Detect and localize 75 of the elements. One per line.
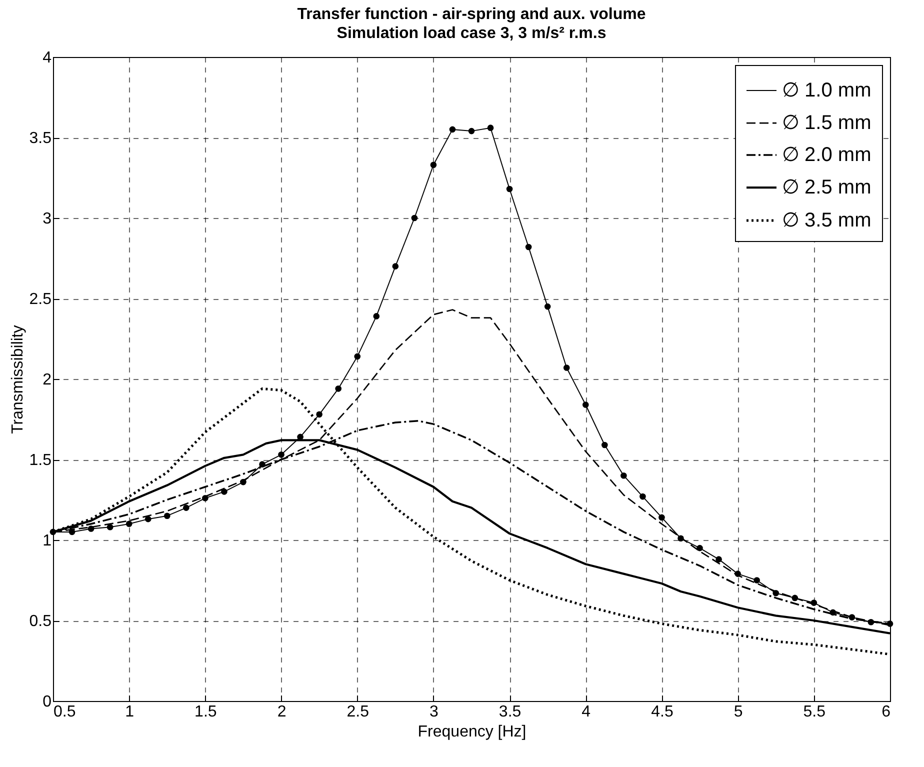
legend-label: ∅ 2.5 mm xyxy=(782,176,872,198)
point xyxy=(734,570,741,577)
x-tick-label: 1 xyxy=(125,704,134,720)
point xyxy=(392,263,399,270)
point xyxy=(810,600,818,606)
point xyxy=(640,493,646,500)
y-tick-label: 0 xyxy=(42,694,52,710)
y-tick-label: 0.5 xyxy=(29,613,52,630)
point xyxy=(678,535,684,542)
point xyxy=(772,590,780,596)
point xyxy=(221,488,228,495)
point xyxy=(411,214,418,222)
point xyxy=(792,594,798,602)
point xyxy=(202,494,208,502)
x-tick-label: 1.5 xyxy=(194,704,217,720)
x-tick-label: 0.5 xyxy=(54,704,76,720)
y-tick-label: 2.5 xyxy=(29,291,52,308)
point xyxy=(259,461,266,468)
point xyxy=(240,478,246,486)
legend-label: ∅ 2.0 mm xyxy=(782,144,872,166)
y-tick-label: 3.5 xyxy=(29,130,52,147)
y-tick-label: 3 xyxy=(42,210,52,228)
chart-subtitle: Simulation load case 3, 3 m/s² r.m.s xyxy=(336,25,606,42)
point xyxy=(601,442,608,448)
chart-title: Transfer function - air-spring and aux. volume xyxy=(297,6,646,23)
y-tick-label: 4 xyxy=(42,50,52,66)
point xyxy=(696,544,703,552)
point xyxy=(620,472,627,479)
point xyxy=(88,526,94,532)
point xyxy=(182,504,190,511)
x-tick-label: 4.5 xyxy=(651,704,674,720)
point xyxy=(582,402,589,408)
x-tick-label: 6 xyxy=(882,704,891,720)
point xyxy=(297,434,304,440)
point xyxy=(373,313,380,320)
point xyxy=(126,520,132,528)
y-axis-title: Transmissibility xyxy=(9,325,26,434)
point xyxy=(868,618,874,626)
x-axis-title: Frequency [Hz] xyxy=(418,724,526,740)
point xyxy=(716,556,722,562)
x-tick-label: 2.5 xyxy=(346,704,370,720)
point xyxy=(563,364,570,371)
point xyxy=(164,512,170,520)
point xyxy=(316,411,322,418)
legend-label: ∅ 1.0 mm xyxy=(782,80,872,102)
point xyxy=(68,528,76,536)
x-tick-label: 3 xyxy=(430,704,438,720)
x-tick-label: 5 xyxy=(734,704,743,720)
point xyxy=(449,126,456,133)
x-tick-label: 2 xyxy=(277,704,286,720)
point xyxy=(106,524,114,530)
y-tick-label: 1.5 xyxy=(29,452,52,469)
legend-label: ∅ 3.5 mm xyxy=(782,210,872,232)
point xyxy=(50,528,56,536)
x-tick-label: 5.5 xyxy=(803,704,826,720)
point xyxy=(335,386,342,392)
point xyxy=(278,452,284,458)
point xyxy=(487,124,494,131)
point xyxy=(144,516,152,522)
y-tick-label: 1 xyxy=(42,532,52,550)
point xyxy=(658,514,665,521)
point xyxy=(886,620,894,627)
point xyxy=(468,128,475,134)
point xyxy=(848,614,856,620)
legend-label: ∅ 1.5 mm xyxy=(782,112,872,134)
point xyxy=(354,353,361,360)
point xyxy=(544,303,551,310)
point xyxy=(754,577,760,584)
point xyxy=(830,609,836,616)
point xyxy=(506,186,513,192)
point xyxy=(525,244,532,250)
x-tick-label: 4 xyxy=(582,704,591,720)
x-tick-label: 3.5 xyxy=(498,704,522,720)
point xyxy=(430,162,437,168)
y-tick-label: 2 xyxy=(42,372,52,388)
